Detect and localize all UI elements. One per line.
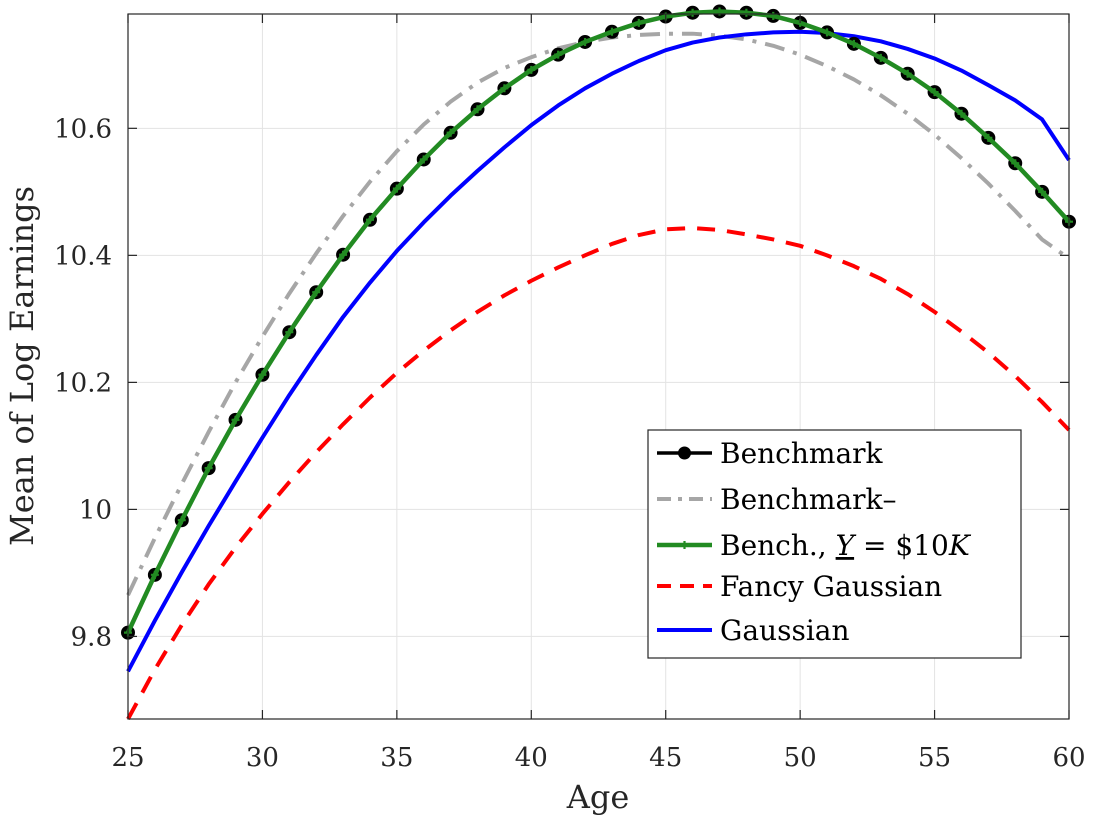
bench-10k-point xyxy=(500,84,509,93)
bench-10k-point xyxy=(419,155,428,164)
x-axis-title: Age xyxy=(566,778,630,816)
series-line-1 xyxy=(126,31,1071,597)
x-tick-label: 25 xyxy=(111,743,144,773)
x-tick-label: 30 xyxy=(246,743,279,773)
bench-10k-point xyxy=(473,105,482,114)
bench-10k-point xyxy=(607,27,616,36)
y-tick-label: 10 xyxy=(79,495,112,525)
x-tick-label: 45 xyxy=(649,743,682,773)
y-tick-label: 10.2 xyxy=(54,368,112,398)
bench-10k-point xyxy=(231,415,240,424)
series-line-3 xyxy=(126,226,1071,720)
bench-10k-point xyxy=(742,8,751,17)
x-tick-label: 50 xyxy=(784,743,817,773)
legend-label: Gaussian xyxy=(720,614,850,647)
legend: Benchmark Benchmark– Bench., Y = $10K Fancy… xyxy=(647,429,1022,659)
axis-ticks: 25 30 35 40 45 50 55 60 9.8 10 10.2 10.4 10.6 xyxy=(54,14,1086,773)
bench-10k-point xyxy=(849,39,858,48)
x-tick-label: 35 xyxy=(380,743,413,773)
legend-label-bench-10k: Bench., Y = $10K xyxy=(720,529,972,562)
bench-10k-point xyxy=(876,53,885,62)
series-line-4 xyxy=(126,29,1071,673)
legend-label: Fancy Gaussian xyxy=(720,570,942,603)
bench-10k-point xyxy=(392,184,401,193)
y-axis-title: Mean of Log Earnings xyxy=(3,186,41,546)
bench-10k-point xyxy=(285,328,294,337)
legend-marker-plus xyxy=(680,541,689,549)
bench-10k-point xyxy=(957,109,966,118)
y-tick-label: 9.8 xyxy=(71,622,112,652)
bench-10k-point xyxy=(177,516,186,525)
bench-10k-point xyxy=(581,37,590,46)
plot-border xyxy=(127,13,1070,720)
bench-10k-point xyxy=(634,18,643,27)
y-tick-label: 10.6 xyxy=(54,114,112,144)
bench-10k-point xyxy=(1011,159,1020,168)
bench-10k-point xyxy=(554,50,563,59)
x-tick-label: 60 xyxy=(1052,743,1085,773)
bench-10k-point xyxy=(688,8,697,17)
bench-10k-point xyxy=(365,215,374,224)
bench-10k-point xyxy=(769,11,778,20)
bench-10k-point xyxy=(446,128,455,137)
bench-10k-point xyxy=(527,65,536,74)
x-tick-label: 55 xyxy=(918,743,951,773)
series-line-2 xyxy=(125,9,1071,634)
x-tick-label: 40 xyxy=(515,743,548,773)
legend-label: Benchmark xyxy=(720,437,884,470)
bench-10k-point xyxy=(312,288,321,297)
bench-10k-point xyxy=(339,250,348,259)
bench-10k-point xyxy=(150,570,159,579)
legend-label: Benchmark– xyxy=(720,483,897,516)
bench-10k-point xyxy=(1038,187,1047,196)
bench-10k-point xyxy=(903,69,912,78)
legend-marker-circle xyxy=(678,446,691,460)
y-tick-label: 10.4 xyxy=(54,241,112,271)
bench-10k-point xyxy=(258,370,267,379)
bench-10k-point xyxy=(984,133,993,142)
bench-10k-point xyxy=(823,28,832,37)
series-layer xyxy=(121,4,1076,720)
bench-10k-point xyxy=(204,464,213,473)
bench-10k-point xyxy=(930,88,939,97)
